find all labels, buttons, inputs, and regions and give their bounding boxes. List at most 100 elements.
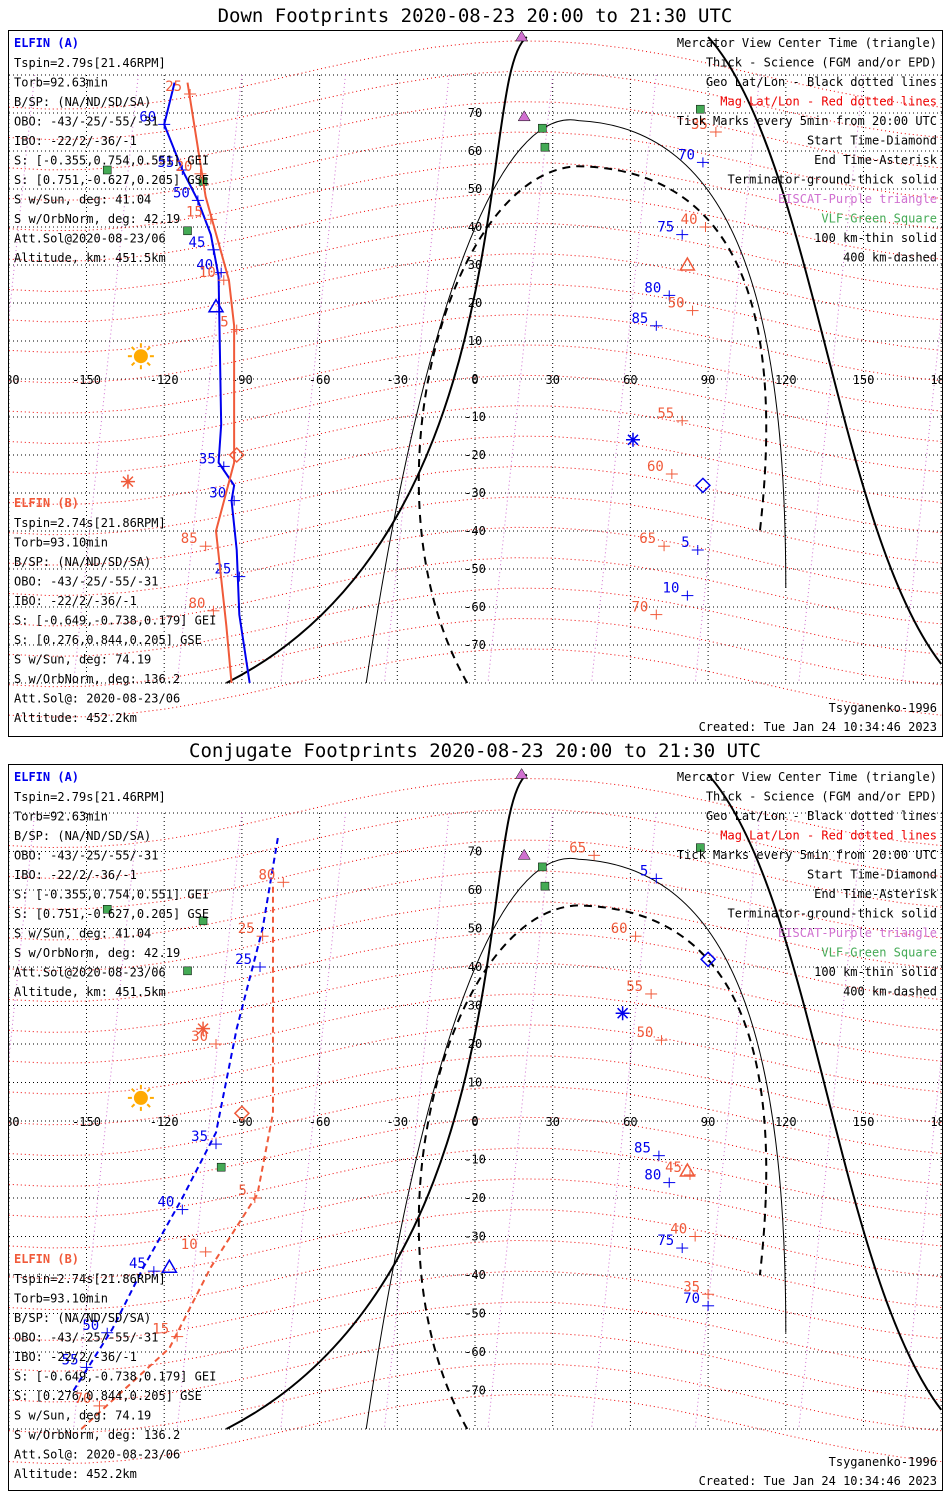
lat-tick-label: -70 (464, 638, 486, 652)
mag-lat-gridline (9, 1363, 942, 1434)
time-tick-label: 10 (181, 1237, 198, 1253)
lat-tick-label: 70 (468, 106, 482, 120)
time-tick-label: 50 (173, 185, 190, 201)
lon-tick-label: -30 (386, 373, 408, 387)
lat-tick-label: 40 (468, 220, 482, 234)
time-tick-label: 60 (611, 921, 628, 937)
time-tick-label: 65 (639, 531, 656, 547)
elfin-a-info-line: Tspin=2.79s[21.46RPM] (14, 790, 166, 804)
legend-line: Geo Lat/Lon - Black dotted lines (706, 809, 937, 823)
eiscat-station-marker (517, 848, 531, 860)
elfin-a-info-line: B/SP: (NA/ND/SD/SA) (14, 829, 151, 843)
mag-lon-gridline (73, 812, 139, 1430)
sun-icon (133, 1090, 148, 1105)
vlf-station-marker (183, 966, 192, 976)
time-tick-label: 5 (640, 863, 648, 879)
lat-tick-label: 50 (468, 182, 482, 196)
elfin-a-info-line: S: [-0.355,0.754,0.551] GEI (14, 888, 209, 902)
mag-lat-gridline (9, 587, 942, 657)
lon-tick-label: 120 (775, 1115, 797, 1129)
lat-tick-label: 10 (468, 1076, 482, 1090)
lon-tick-label: -150 (72, 1115, 101, 1129)
end-asterisk-marker (120, 474, 135, 489)
time-tick-label: 35 (191, 1129, 208, 1145)
elfin-a-info-line: IBO: -22/2/-36/-1 (14, 134, 137, 148)
elfin-a-info-line: OBO: -43/-25/-55/-31 (14, 115, 159, 129)
mag-lat-gridline (9, 192, 942, 262)
time-tick-label: 60 (139, 109, 156, 125)
mag-lon-gridline (591, 812, 657, 1430)
elfin-b-info-line: S w/OrbNorm, deg: 136.2 (14, 672, 180, 686)
elfin-b-info-line: IBO: -22/2/-36/-1 (14, 594, 137, 608)
sun-ray (146, 1088, 151, 1093)
time-tick-label: 70 (683, 1291, 700, 1307)
lat-tick-label: 60 (468, 883, 482, 897)
vlf-station-marker (216, 1162, 226, 1172)
elfin-a-info-line: S: [0.751,-0.627,0.205] GSE (14, 173, 209, 187)
time-tick-label: 5 (681, 535, 689, 551)
mag-lon-gridline (694, 812, 761, 1430)
conjugate-footprints-chart: 180 -150 -120 -90 -60 -30 0 30 60 90 120 150 180 70 60… (8, 764, 943, 1491)
start-diamond-marker (700, 951, 717, 968)
end-asterisk-marker (625, 432, 640, 447)
legend-line: 400 km-dashed (843, 251, 937, 265)
lat-tick-label: -10 (464, 410, 486, 424)
elfin-a-info-line: S w/Sun, deg: 41.04 (14, 927, 151, 941)
time-tick-label: 60 (647, 459, 664, 475)
start-diamond-marker (233, 1105, 250, 1122)
center-time-triangle-marker (207, 298, 225, 313)
legend-line: EISCAT-Purple triangle (778, 192, 937, 206)
lat-tick-label: -50 (464, 562, 486, 576)
lon-tick-label: 60 (623, 373, 637, 387)
vlf-station-marker (538, 862, 547, 872)
lon-tick-label: 90 (701, 1115, 715, 1129)
elfin-a-info-line: Tspin=2.79s[21.46RPM] (14, 56, 166, 70)
legend-line: Mercator View Center Time (triangle) (677, 36, 937, 50)
lon-tick-label: 30 (545, 1115, 559, 1129)
terminator-curve (225, 773, 528, 1430)
lat-tick-label: 60 (468, 144, 482, 158)
center-time-triangle-marker (679, 1162, 696, 1177)
end-asterisk-marker (196, 1021, 211, 1036)
elfin-b-info-line: Tspin=2.74s[21.86RPM] (14, 516, 166, 530)
mag-lat-gridline (9, 1270, 942, 1341)
lat-tick-label: 20 (468, 1037, 482, 1051)
legend-line: Thick - Science (FGM and/or EPD) (706, 790, 937, 804)
lon-tick-label: 60 (623, 1115, 637, 1129)
legend-line: Thick - Science (FGM and/or EPD) (706, 56, 937, 70)
terminator-curve (707, 773, 942, 1411)
elfin-b-info-line: Att.Sol@: 2020-08-23/06 (14, 692, 180, 706)
lat-tick-label: 0 (471, 372, 478, 386)
elfin-b-info-line: S w/Sun, deg: 74.19 (14, 1409, 151, 1423)
mag-lat-gridline (9, 557, 942, 627)
elfin-b-info-line: S: [0.276,0.844,0.205] GSE (14, 633, 202, 647)
legend-line: EISCAT-Purple triangle (778, 926, 937, 940)
lon-tick-label: -60 (309, 373, 331, 387)
time-tick-label: 70 (678, 147, 695, 163)
time-tick-label: 40 (681, 212, 698, 228)
elfin-b-track (80, 882, 274, 1430)
time-tick-label: 85 (634, 1141, 651, 1157)
terminator-curve (225, 36, 528, 684)
legend-line: Terminator-ground-thick solid (727, 907, 937, 921)
elfin-a-info-line: IBO: -22/2/-36/-1 (14, 868, 137, 882)
legend-line: End Time-Asterisk (814, 153, 938, 167)
legend-line: Start Time-Diamond (807, 868, 937, 882)
lat-tick-label: -20 (464, 1191, 486, 1205)
lat-tick-label: -30 (464, 1230, 486, 1244)
time-tick-label: 55 (626, 979, 643, 995)
lon-tick-label: 180 (9, 1115, 20, 1129)
lat-tick-label: -30 (464, 486, 486, 500)
legend-line: Geo Lat/Lon - Black dotted lines (706, 75, 937, 89)
mag-lat-gridline (9, 901, 942, 972)
time-tick-label: 10 (199, 265, 216, 281)
mag-lat-gridline (9, 466, 942, 536)
legend-line: Tick Marks every 5min from 20:00 UTC (677, 114, 937, 128)
mag-lat-gridline (9, 314, 942, 384)
mag-lon-gridline (176, 812, 243, 1430)
mag-lat-gridline (9, 1239, 942, 1311)
mag-lat-gridline (9, 962, 942, 1033)
mag-lon-gridline (280, 812, 346, 1430)
down-footprints-chart: 180 -150 -120 -90 -60 -30 0 30 60 90 120 150 180 70 60… (8, 30, 943, 737)
model-label: Tsyganenko-1996 (829, 701, 937, 715)
